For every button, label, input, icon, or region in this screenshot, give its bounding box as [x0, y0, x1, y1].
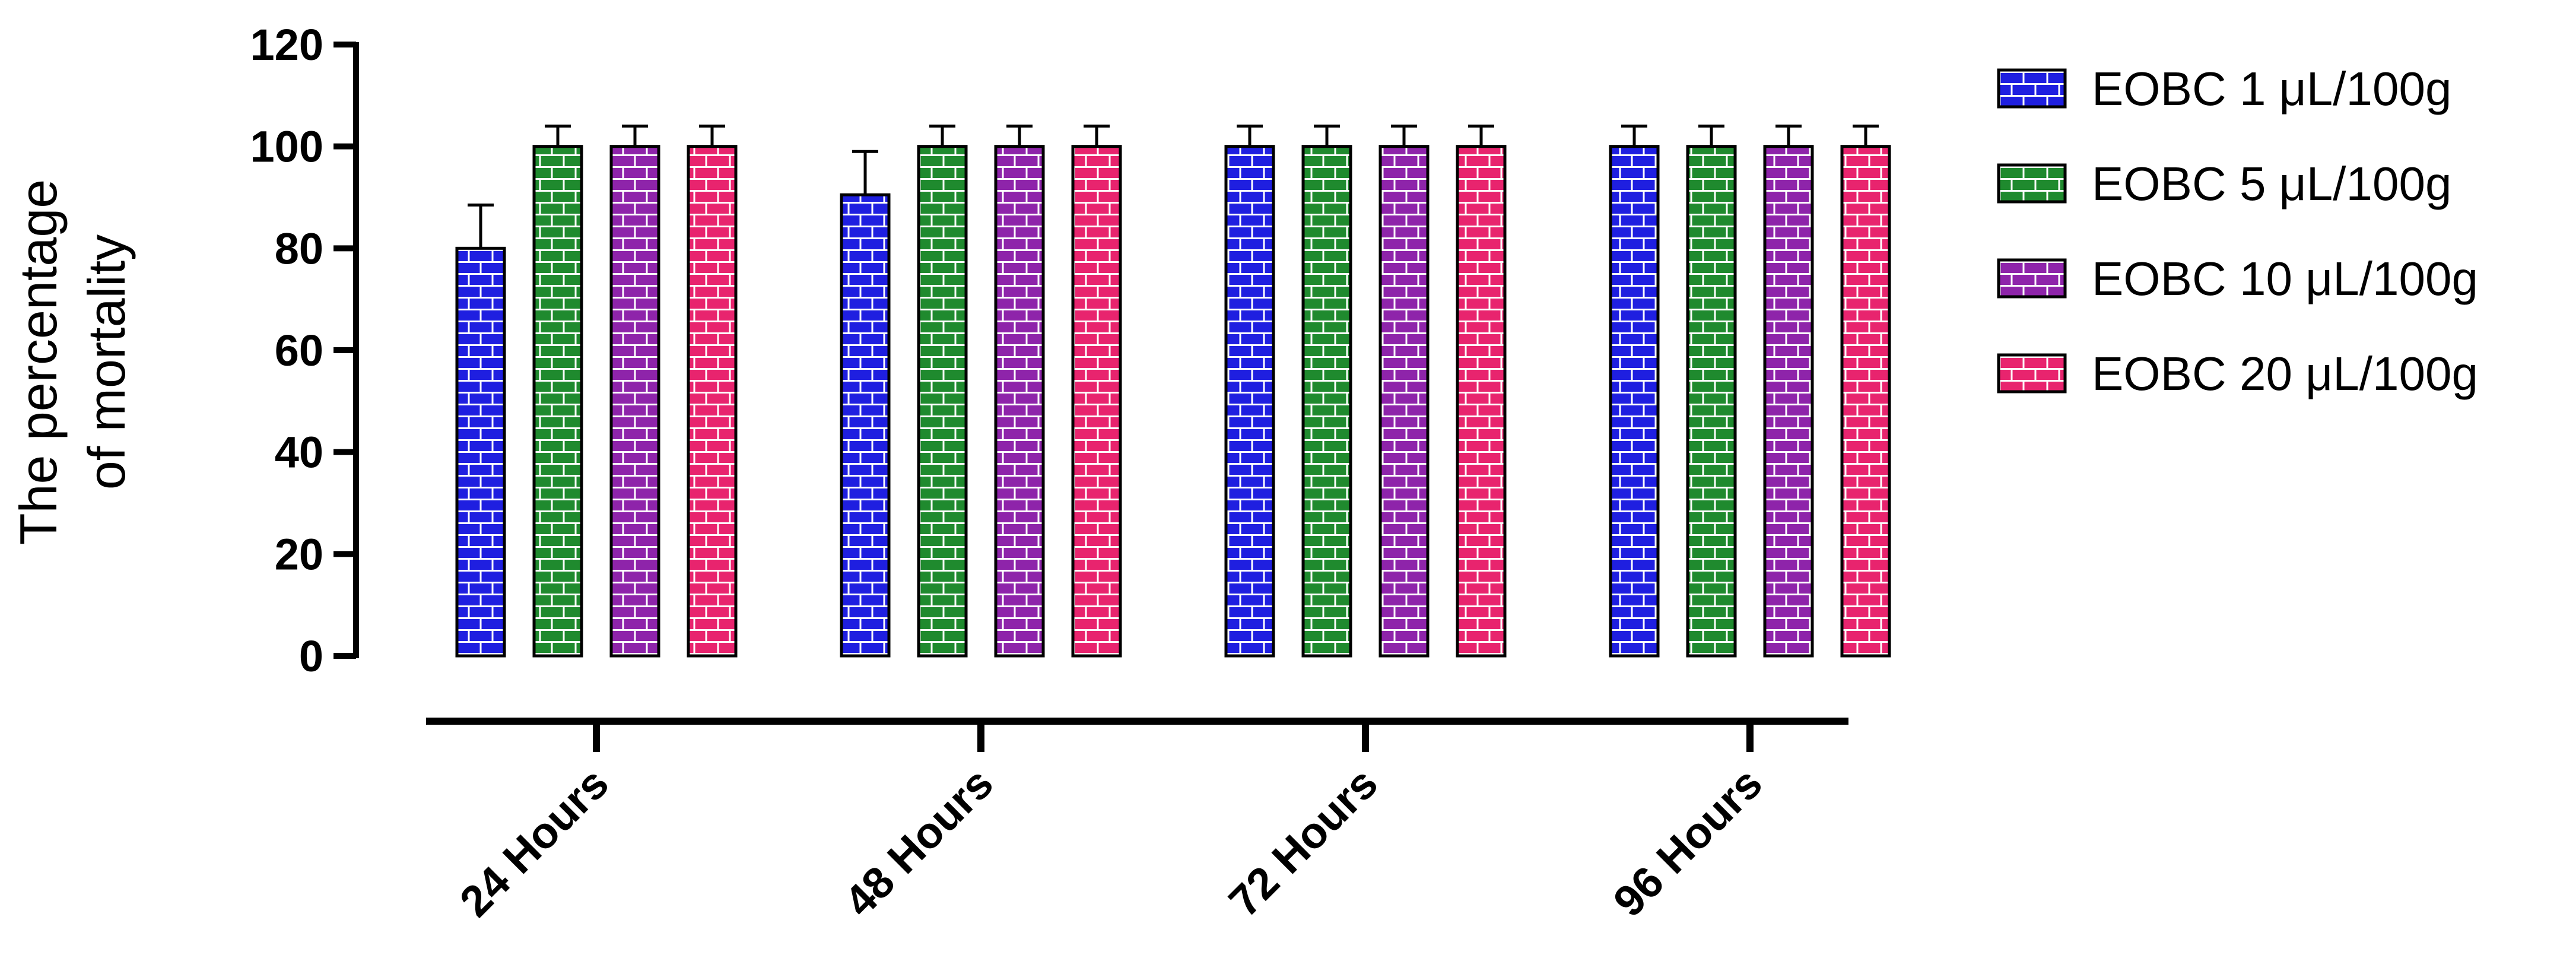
x-tick-label: 72 Hours	[1219, 759, 1387, 927]
y-tick-label: 60	[275, 326, 323, 375]
legend: EOBC 1 μL/100g EOBC 5 μL/100g EOBC 10 μL/1…	[1997, 62, 2478, 400]
legend-swatch	[1997, 353, 2067, 394]
bar	[1840, 145, 1891, 658]
bar	[609, 145, 660, 658]
bar	[840, 193, 891, 658]
bar	[532, 145, 583, 658]
x-tick-label: 24 Hours	[450, 759, 618, 927]
y-axis-title: The percentage of mortality	[9, 179, 136, 545]
y-axis-title-line-2: of mortality	[77, 234, 136, 490]
x-axis: 24 Hours 48 Hours 72 Hours 96 Hours	[426, 718, 1848, 927]
y-tick-label: 40	[275, 428, 323, 477]
legend-swatch	[1997, 258, 2067, 299]
error-bars	[468, 124, 1879, 249]
y-tick-label: 120	[250, 20, 323, 69]
x-tick-label: 96 Hours	[1604, 759, 1772, 927]
bars	[455, 145, 1891, 658]
y-tick-label: 100	[250, 122, 323, 172]
bar	[994, 145, 1045, 658]
legend-label: EOBC 1 μL/100g	[2092, 62, 2451, 115]
bar	[1686, 145, 1737, 658]
bar	[1224, 145, 1275, 658]
legend-swatch	[1997, 163, 2067, 204]
legend-label: EOBC 20 μL/100g	[2092, 347, 2478, 400]
y-axis: 0 20 40 60 80 100 120	[250, 20, 359, 681]
y-tick-label: 20	[275, 529, 323, 579]
bar	[917, 145, 968, 658]
y-axis-title-line-1: The percentage	[9, 179, 68, 545]
bar	[1456, 145, 1507, 658]
bar	[1763, 145, 1814, 658]
bar	[455, 246, 506, 658]
legend-swatch	[1997, 68, 2067, 109]
bar	[1378, 145, 1430, 658]
bar	[1071, 145, 1122, 658]
legend-label: EOBC 5 μL/100g	[2092, 157, 2451, 210]
bar	[687, 145, 738, 658]
y-tick-label: 80	[275, 224, 323, 273]
bar	[1301, 145, 1352, 658]
bar	[1609, 145, 1660, 658]
x-tick-label: 48 Hours	[835, 759, 1003, 927]
legend-label: EOBC 10 μL/100g	[2092, 252, 2478, 305]
y-tick-label: 0	[299, 632, 323, 681]
